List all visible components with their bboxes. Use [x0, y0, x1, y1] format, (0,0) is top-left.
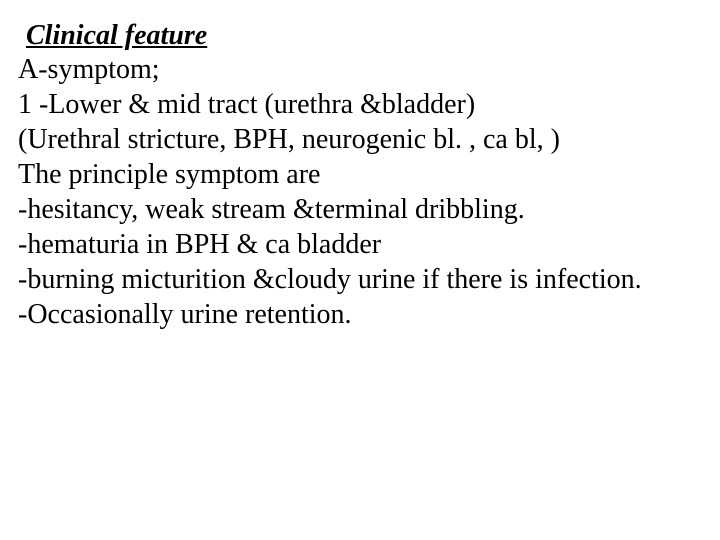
slide-content: Clinical feature A-symptom; 1 -Lower & m… — [0, 0, 720, 352]
body-line-6: -burning micturition &cloudy urine if th… — [18, 262, 700, 297]
slide-heading: Clinical feature — [18, 20, 700, 52]
body-line-7: -Occasionally urine retention. — [18, 297, 700, 332]
body-line-5: -hematuria in BPH & ca bladder — [18, 227, 700, 262]
body-line-4: -hesitancy, weak stream &terminal dribbl… — [18, 192, 700, 227]
body-line-2: (Urethral stricture, BPH, neurogenic bl.… — [18, 122, 700, 157]
body-line-0: A-symptom; — [18, 52, 700, 87]
body-line-3: The principle symptom are — [18, 157, 700, 192]
body-line-1: 1 -Lower & mid tract (urethra &bladder) — [18, 87, 700, 122]
